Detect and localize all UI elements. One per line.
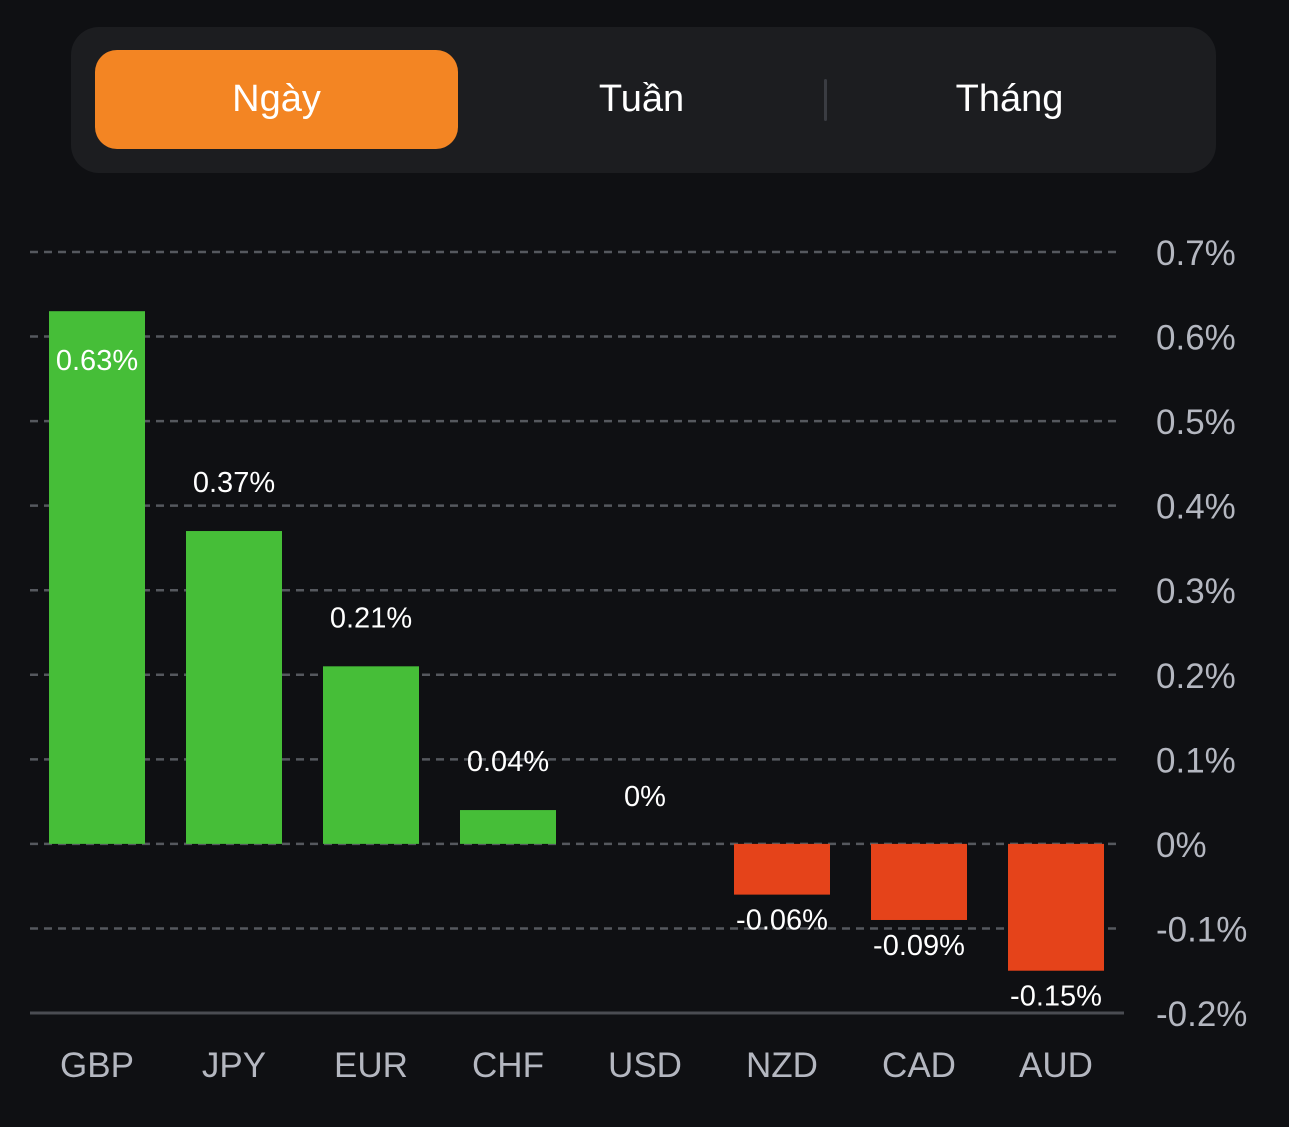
- value-label: -0.09%: [873, 930, 965, 962]
- tab-divider: [824, 79, 827, 121]
- y-tick-label: 0.2%: [1156, 657, 1236, 696]
- y-tick-label: 0.7%: [1156, 234, 1236, 273]
- x-tick-label: JPY: [202, 1046, 266, 1085]
- y-tick-label: 0.1%: [1156, 741, 1236, 780]
- bar-jpy: [186, 531, 282, 844]
- value-label: 0%: [624, 781, 666, 813]
- x-tick-label: USD: [608, 1046, 682, 1085]
- x-tick-label: AUD: [1019, 1046, 1093, 1085]
- bar-cad: [871, 843, 967, 920]
- y-tick-label: -0.1%: [1156, 910, 1247, 949]
- value-label: 0.21%: [330, 602, 412, 634]
- value-label: 0.04%: [467, 746, 549, 778]
- value-label: -0.06%: [736, 905, 828, 937]
- bar-chf: [460, 810, 556, 844]
- y-tick-label: 0.3%: [1156, 572, 1236, 611]
- x-tick-label: CAD: [882, 1046, 956, 1085]
- y-tick-label: 0.4%: [1156, 488, 1236, 527]
- bar-eur: [323, 666, 419, 844]
- bar-aud: [1008, 843, 1104, 971]
- tab-day[interactable]: Ngày: [95, 50, 458, 149]
- y-tick-label: 0.5%: [1156, 403, 1236, 442]
- y-tick-label: 0%: [1156, 826, 1207, 865]
- period-segmented-control: Ngày Tuần Tháng: [71, 27, 1216, 173]
- tab-month[interactable]: Tháng: [955, 78, 1064, 120]
- tab-week[interactable]: Tuần: [598, 78, 685, 120]
- x-tick-label: GBP: [60, 1046, 134, 1085]
- value-label: -0.15%: [1010, 981, 1102, 1013]
- x-tick-label: NZD: [746, 1046, 818, 1085]
- value-label: 0.37%: [193, 467, 275, 499]
- y-tick-label: -0.2%: [1156, 995, 1247, 1034]
- bar-nzd: [734, 843, 830, 895]
- x-tick-label: EUR: [334, 1046, 408, 1085]
- y-tick-label: 0.6%: [1156, 319, 1236, 358]
- bar-gbp: [49, 311, 145, 844]
- value-label: 0.63%: [56, 345, 138, 377]
- x-tick-label: CHF: [472, 1046, 544, 1085]
